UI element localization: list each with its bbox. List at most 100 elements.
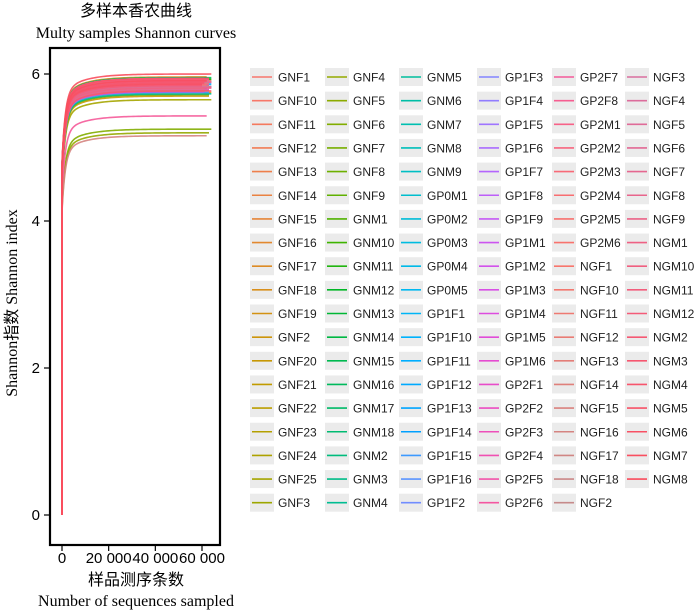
legend-item: GNM18 [325, 422, 395, 441]
legend-label: GNF3 [278, 496, 310, 510]
legend-label: NGM7 [653, 449, 688, 463]
x-tick-label: 20 000 [86, 550, 132, 567]
legend-item: GP2F3 [477, 422, 543, 441]
series-line-gp2m6 [61, 87, 205, 516]
series-line-gnm7 [61, 87, 203, 516]
legend-item: NGF8 [625, 186, 685, 205]
legend-item: GNF22 [250, 399, 317, 418]
legend-label: GP1F3 [505, 71, 543, 85]
series-line-gnf24 [61, 89, 205, 516]
legend-label: GNM3 [353, 473, 388, 487]
legend-item: NGF16 [552, 422, 619, 441]
legend-item: GNM2 [325, 446, 388, 465]
series-line-gnf7 [61, 82, 205, 516]
series-line-ngf17 [61, 86, 212, 516]
legend-item: GP1F4 [477, 91, 543, 110]
legend-label: GP1F2 [427, 496, 465, 510]
legend-item: GP1F5 [477, 115, 543, 134]
series-line-ngf12 [61, 81, 212, 516]
series-line-gp2f8 [61, 85, 212, 516]
legend-label: GP2M1 [580, 118, 621, 132]
legend-label: GP1F10 [427, 331, 472, 345]
series-line-gnf19 [61, 91, 212, 516]
legend-label: NGF2 [580, 496, 612, 510]
series-line-gnm8 [61, 84, 207, 516]
series-line-gnm15 [61, 86, 207, 516]
legend-label: GNF20 [278, 354, 317, 368]
legend-item: GNF11 [250, 115, 316, 134]
legend-item: GNF25 [250, 470, 317, 489]
legend-label: NGF1 [580, 260, 612, 274]
series-line-gnf10 [61, 80, 205, 516]
series-line-gnm2 [61, 84, 203, 516]
legend: GNF1 GNF10 GNF11 GNF12 GNF13 GNF14 GNF15 GNF16 G… [250, 68, 695, 512]
legend-label: GNM11 [353, 260, 394, 274]
series-line-gp2m4 [61, 84, 207, 516]
legend-item: GP2M1 [552, 115, 621, 134]
x-tick-label: 60 000 [179, 550, 225, 567]
legend-item: GP2F2 [477, 399, 543, 418]
legend-label: GNF22 [278, 402, 317, 416]
legend-item: GNM8 [399, 138, 462, 157]
plot-area: 0 2 4 6 0 20 000 40 000 60 000 [32, 46, 225, 567]
legend-label: NGF15 [580, 402, 619, 416]
legend-label: NGM8 [653, 473, 688, 487]
legend-item: NGM6 [625, 422, 688, 441]
legend-label: GNM15 [353, 354, 395, 368]
legend-item: NGF11 [552, 304, 618, 323]
legend-item: GNF20 [250, 351, 317, 370]
legend-label: GP1F7 [505, 165, 543, 179]
legend-item: GP0M3 [399, 233, 468, 252]
legend-label: NGM10 [653, 260, 695, 274]
series-line-gnm10 [61, 84, 207, 516]
series-line-gnm16 [61, 76, 212, 516]
legend-item: GNM9 [399, 162, 462, 181]
series-line-gnf8 [61, 87, 207, 516]
legend-item: GNM15 [325, 351, 395, 370]
series-line-gnm1 [61, 81, 202, 516]
legend-item: GP2F4 [477, 446, 543, 465]
series-line-ngm11 [61, 78, 209, 516]
legend-item: GNM1 [325, 209, 388, 228]
legend-item: GNF16 [250, 233, 317, 252]
series-line-gnf15 [61, 78, 205, 516]
legend-item: NGM1 [625, 233, 688, 252]
series-line-gp0m2 [61, 82, 209, 516]
legend-label: GP2F2 [505, 402, 543, 416]
legend-label: GNM12 [353, 283, 395, 297]
series-line-gnf1 [61, 76, 207, 516]
legend-item: NGM2 [625, 328, 688, 347]
curve-group [61, 73, 212, 516]
legend-item: GP2M4 [552, 186, 621, 205]
legend-label: GP1F8 [505, 189, 543, 203]
legend-label: GP1M2 [505, 260, 546, 274]
y-tick-label: 4 [32, 213, 40, 230]
series-line-gp1f11 [61, 82, 202, 516]
legend-label: GP0M1 [427, 189, 468, 203]
legend-item: NGM4 [625, 375, 688, 394]
series-line-gnm14 [61, 80, 203, 516]
legend-label: GP2F4 [505, 449, 543, 463]
legend-item: GP1F1 [399, 304, 465, 323]
legend-label: GNM1 [353, 212, 388, 226]
legend-item: GNM10 [325, 233, 395, 252]
series-line-gp2f1 [61, 84, 202, 516]
series-line-gp1f2 [61, 84, 207, 516]
series-line-gp1f7 [61, 80, 207, 516]
series-line-gp2f4 [61, 77, 205, 516]
legend-label: GP1F16 [427, 473, 472, 487]
legend-label: GNF15 [278, 212, 317, 226]
legend-item: GNF8 [325, 162, 385, 181]
series-line-gp2m1 [61, 81, 205, 516]
legend-item: GP1F11 [399, 351, 471, 370]
legend-item: GNF21 [250, 375, 317, 394]
legend-item: GP2F7 [552, 68, 618, 86]
legend-label: NGF10 [580, 283, 619, 297]
series-line-gp0m3 [61, 77, 203, 516]
series-line-gp2f5 [61, 83, 209, 516]
series-line-gnf5 [61, 79, 202, 516]
series-line-gnf22 [61, 80, 203, 516]
x-axis-label-en: Number of sequences sampled [38, 593, 234, 610]
legend-label: NGF5 [653, 118, 685, 132]
series-line-gp1f8 [61, 86, 212, 516]
